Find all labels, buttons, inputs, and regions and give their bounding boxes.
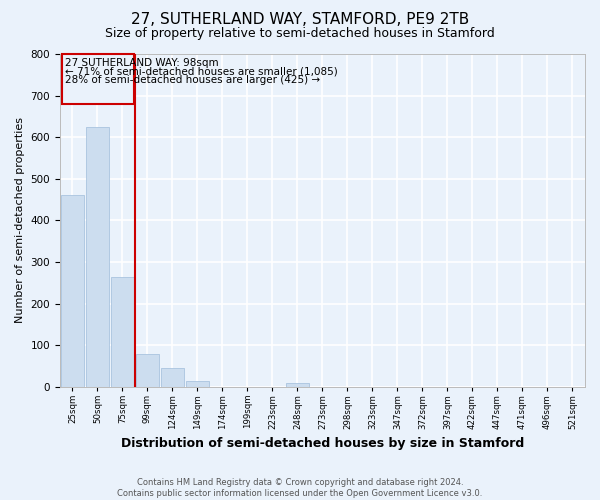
Bar xyxy=(161,368,184,387)
Text: Size of property relative to semi-detached houses in Stamford: Size of property relative to semi-detach… xyxy=(105,28,495,40)
Bar xyxy=(136,354,159,387)
Text: 27 SUTHERLAND WAY: 98sqm: 27 SUTHERLAND WAY: 98sqm xyxy=(65,58,218,68)
Text: Contains HM Land Registry data © Crown copyright and database right 2024.
Contai: Contains HM Land Registry data © Crown c… xyxy=(118,478,482,498)
Bar xyxy=(110,276,134,387)
Bar xyxy=(86,127,109,387)
FancyBboxPatch shape xyxy=(62,54,134,104)
Bar xyxy=(286,382,310,387)
Text: 28% of semi-detached houses are larger (425) →: 28% of semi-detached houses are larger (… xyxy=(65,75,320,85)
Text: ← 71% of semi-detached houses are smaller (1,085): ← 71% of semi-detached houses are smalle… xyxy=(65,66,338,76)
Bar xyxy=(185,380,209,387)
X-axis label: Distribution of semi-detached houses by size in Stamford: Distribution of semi-detached houses by … xyxy=(121,437,524,450)
Y-axis label: Number of semi-detached properties: Number of semi-detached properties xyxy=(15,118,25,324)
Bar xyxy=(61,196,84,387)
Text: 27, SUTHERLAND WAY, STAMFORD, PE9 2TB: 27, SUTHERLAND WAY, STAMFORD, PE9 2TB xyxy=(131,12,469,28)
